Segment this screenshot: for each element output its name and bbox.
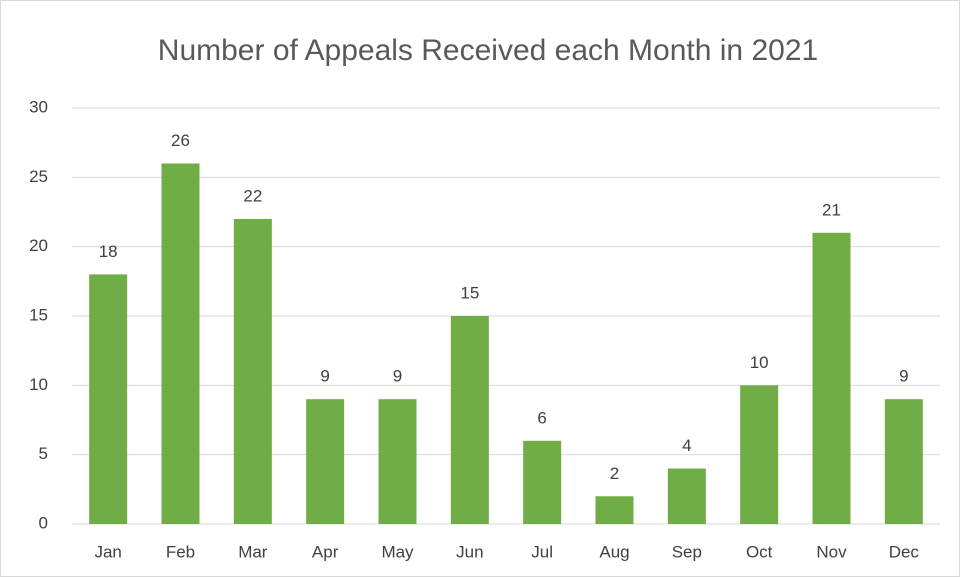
y-tick-label: 20	[29, 236, 48, 255]
data-label: 26	[171, 131, 190, 150]
bar	[306, 399, 345, 524]
x-tick-label: Oct	[746, 542, 773, 561]
data-label: 15	[460, 283, 479, 302]
data-label: 2	[610, 464, 619, 483]
bar	[523, 440, 562, 524]
x-tick-label: Jun	[456, 542, 483, 561]
y-tick-label: 25	[29, 167, 48, 186]
bar	[667, 468, 706, 524]
bar	[740, 385, 779, 524]
data-label: 10	[750, 353, 769, 372]
chart-title: Number of Appeals Received each Month in…	[158, 34, 818, 67]
bar	[89, 274, 128, 524]
data-label: 22	[243, 186, 262, 205]
y-tick-label: 5	[39, 444, 48, 463]
x-tick-label: Jan	[94, 542, 121, 561]
bar	[233, 218, 272, 524]
data-label: 4	[682, 436, 691, 455]
data-label: 21	[822, 200, 841, 219]
bar	[595, 496, 634, 524]
x-tick-label: Sep	[672, 542, 702, 561]
x-tick-label: Jul	[531, 542, 553, 561]
bar	[812, 232, 851, 525]
y-tick-label: 10	[29, 375, 48, 394]
y-tick-label: 30	[29, 97, 48, 116]
x-tick-label: Mar	[238, 542, 268, 561]
data-label: 6	[537, 408, 546, 427]
data-label: 9	[899, 367, 908, 386]
x-tick-label: Dec	[889, 542, 920, 561]
x-tick-label: Aug	[599, 542, 629, 561]
y-tick-label: 15	[29, 305, 48, 324]
x-tick-label: May	[381, 542, 414, 561]
data-label: 9	[320, 367, 329, 386]
bar	[378, 399, 417, 524]
x-tick-label: Feb	[166, 542, 195, 561]
x-tick-label: Nov	[816, 542, 847, 561]
x-tick-label: Apr	[312, 542, 339, 561]
bar	[161, 163, 200, 524]
y-tick-label: 0	[39, 513, 48, 532]
bar	[884, 399, 923, 524]
data-label: 9	[393, 367, 402, 386]
bar	[450, 316, 489, 524]
data-label: 18	[99, 242, 118, 261]
